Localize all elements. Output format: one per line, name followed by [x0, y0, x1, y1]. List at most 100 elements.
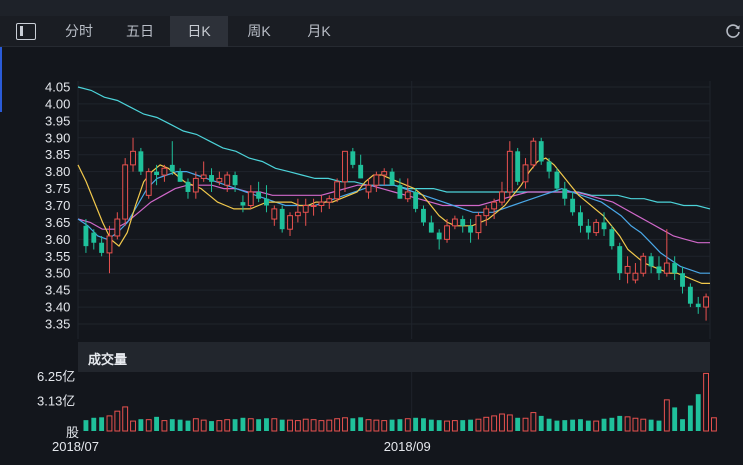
- volume-bar-up: [294, 420, 301, 432]
- refresh-icon[interactable]: [724, 22, 742, 40]
- volume-bar-up: [318, 420, 325, 432]
- volume-bar-up: [122, 406, 129, 432]
- tab-monthly-k[interactable]: 月K: [307, 23, 331, 39]
- candle-body-up: [122, 164, 129, 220]
- ma10-line: [77, 170, 710, 274]
- price-tick-label: 3.60: [45, 232, 70, 247]
- candle-body-down: [232, 175, 238, 186]
- volume-bar-down: [358, 417, 364, 431]
- volume-bar-down: [585, 420, 591, 431]
- candle-body-down: [695, 303, 701, 308]
- price-tick-label: 3.50: [45, 266, 70, 281]
- candle-body-up: [145, 171, 152, 196]
- volume-bar-up: [200, 419, 207, 432]
- candle-body-up: [632, 272, 639, 281]
- volume-bar-down: [240, 417, 246, 431]
- volume-bar-up: [506, 414, 513, 432]
- volume-bar-down: [421, 418, 426, 431]
- volume-bar-down: [413, 417, 419, 431]
- candle-body-up: [663, 262, 670, 274]
- volume-bar-down: [570, 419, 576, 431]
- candle-body-up: [287, 215, 293, 230]
- candle-body-down: [279, 208, 285, 230]
- panel-toggle-icon[interactable]: [16, 23, 36, 40]
- candle-body-up: [475, 215, 482, 234]
- candle-body-up: [703, 296, 710, 308]
- candle-body-up: [381, 171, 388, 176]
- volume-bar-down: [169, 419, 175, 431]
- kline-chart: 4.054.00 3.95 3.90 3.85 3.80 3.75 3.70 3.65 3.60…: [37, 80, 717, 454]
- candle-body-up: [224, 174, 231, 186]
- tab-weekly-k[interactable]: 周K: [247, 23, 271, 39]
- candle-body-down: [436, 232, 442, 240]
- candle-body-down: [672, 263, 678, 274]
- candle-body-down: [460, 219, 466, 226]
- candle-body-up: [310, 205, 317, 207]
- volume-bar-up: [334, 418, 341, 432]
- candle-body-down: [397, 185, 403, 199]
- volume-bar-up: [310, 419, 317, 432]
- candle-body-down: [617, 246, 623, 274]
- volume-unit-label: 股: [66, 425, 79, 440]
- volume-bar-up: [483, 416, 490, 432]
- price-tick-label: 3.95: [45, 113, 70, 128]
- candle-body-up: [451, 218, 458, 227]
- candle-body-down: [99, 242, 105, 253]
- volume-bar-up: [640, 418, 647, 432]
- price-tick-label: 3.40: [45, 300, 70, 315]
- volume-bar-up: [192, 418, 199, 432]
- tab-intraday[interactable]: 分时: [65, 23, 93, 39]
- candle-body-down: [358, 164, 364, 179]
- volume-bar-down: [436, 420, 442, 431]
- candle-body-down: [609, 229, 615, 247]
- volume-bar-down: [279, 419, 285, 431]
- candle-body-up: [271, 208, 278, 220]
- price-tick-label: 3.80: [45, 164, 70, 179]
- volume-bar-up: [522, 417, 529, 432]
- candle-body-down: [570, 198, 576, 213]
- volume-bar-down: [177, 419, 183, 431]
- volume-header: [78, 342, 710, 372]
- volume-bar-down: [350, 418, 356, 431]
- candle-body-down: [350, 151, 356, 165]
- volume-bar-down: [609, 417, 615, 431]
- volume-bar-down: [428, 419, 434, 431]
- volume-bar-up: [444, 420, 450, 432]
- volume-bar-down: [99, 417, 105, 431]
- candle-body-down: [185, 181, 191, 192]
- volume-bar-down: [264, 418, 269, 431]
- candle-body-up: [444, 225, 450, 240]
- candle-body-up: [365, 184, 372, 193]
- candle-body-down: [468, 225, 474, 233]
- volume-bar-up: [373, 419, 380, 432]
- candle-body-down: [648, 256, 654, 267]
- candle-body-down: [256, 191, 262, 199]
- candle-body-up: [624, 265, 631, 274]
- volume-bar-up: [130, 420, 136, 432]
- volume-bar-down: [397, 419, 403, 431]
- candle-body-down: [562, 188, 568, 199]
- candle-body-down: [538, 141, 544, 162]
- date-axis-label: 2018/09: [384, 439, 431, 454]
- volume-bar-up: [491, 415, 498, 432]
- volume-bar-down: [83, 420, 89, 431]
- candle-body-up: [318, 201, 325, 207]
- candle-body-up: [483, 208, 490, 217]
- candle-body-up: [294, 211, 301, 217]
- tab-five-day[interactable]: 五日: [126, 23, 154, 39]
- volume-bar-down: [460, 420, 466, 431]
- candle-body-up: [593, 221, 600, 234]
- volume-bar-down: [256, 419, 262, 431]
- candle-body-up: [342, 150, 348, 183]
- tab-daily-k[interactable]: 日K: [170, 16, 228, 47]
- volume-bar-down: [185, 420, 191, 431]
- candle-body-down: [554, 171, 560, 189]
- candle-body-down: [656, 266, 662, 274]
- volume-bar-down: [468, 419, 474, 431]
- volume-bar-up: [632, 417, 639, 432]
- volume-bar-down: [515, 417, 521, 431]
- period-tab-bar: [0, 16, 743, 47]
- volume-bar-up: [145, 419, 152, 432]
- volume-bar-up: [624, 416, 631, 432]
- volume-bar-down: [389, 419, 395, 431]
